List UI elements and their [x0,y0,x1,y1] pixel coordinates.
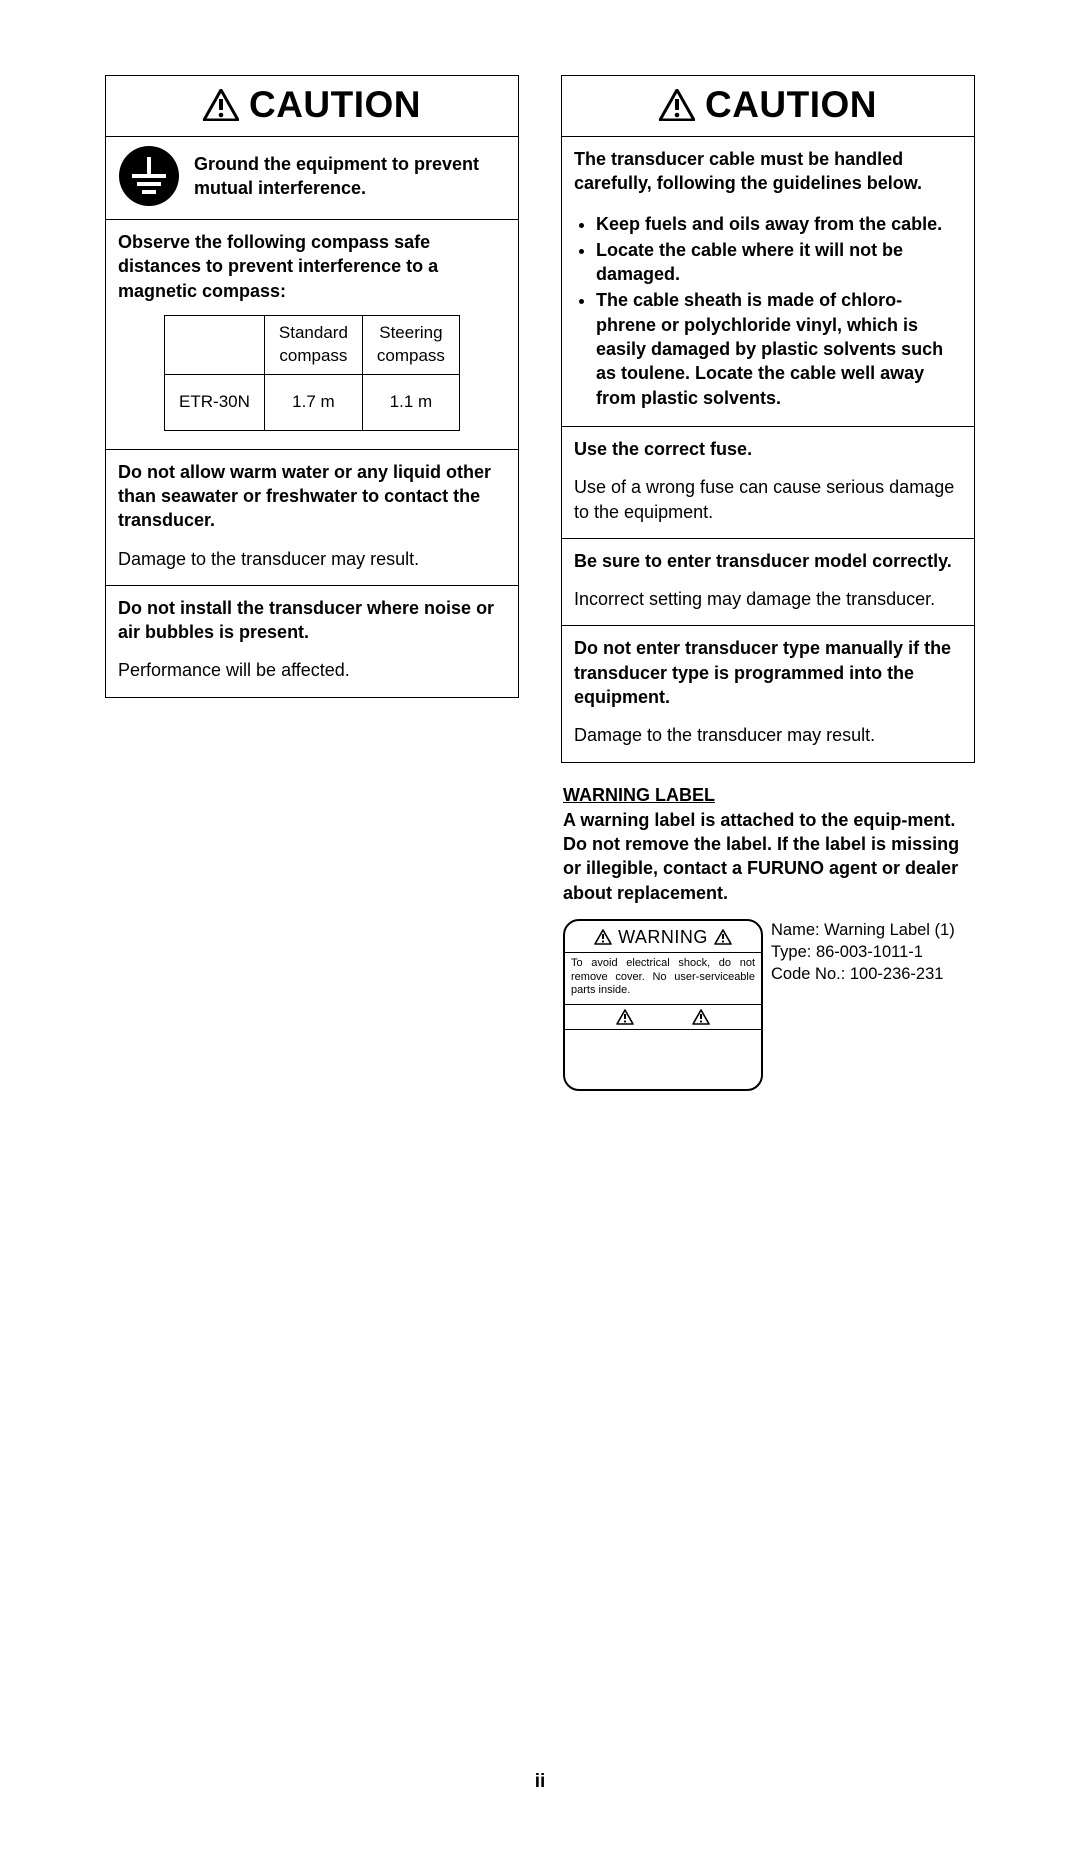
label-graphic: WARNING To avoid electrical shock, do no… [563,919,763,1091]
label-info: Name: Warning Label (1) Type: 86-003-101… [771,919,955,986]
table-cell-steering: 1.1 m [362,374,459,430]
warning-label-section: WARNING LABEL A warning label is attache… [561,785,975,1091]
page: CAUTION Ground the equipment to prevent … [0,0,1080,1853]
table-header-row: Standardcompass Steeringcompass [165,315,460,374]
type-text: Damage to the transducer may result. [574,723,962,747]
model-text: Incorrect setting may damage the transdu… [574,587,962,611]
compass-intro: Observe the following compass safe dista… [118,230,506,303]
compass-table: Standardcompass Steeringcompass ETR-30N … [164,315,460,431]
label-graphic-header: WARNING [565,921,761,952]
label-info-type: Type: 86-003-1011-1 [771,941,955,963]
ground-icon [118,145,180,207]
th-text: Standardcompass [279,322,348,368]
cable-bullets: Keep fuels and oils away from the cable.… [574,212,962,410]
warning-triangle-icon [616,1009,634,1025]
table-header-standard: Standardcompass [264,315,362,374]
right-column: CAUTION The transducer cable must be han… [561,75,975,1091]
cable-intro: The transducer cable must be handled car… [574,147,962,196]
table-header-empty [165,315,265,374]
label-graphic-blank [565,1030,761,1048]
left-column: CAUTION Ground the equipment to prevent … [105,75,519,718]
caution-header: CAUTION [106,76,518,136]
table-header-steering: Steeringcompass [362,315,459,374]
type-heading: Do not enter transducer type manually if… [574,636,962,709]
two-column-layout: CAUTION Ground the equipment to prevent … [105,75,975,1091]
model-heading: Be sure to enter transducer model correc… [574,549,962,573]
warm-water-section: Do not allow warm water or any liquid ot… [106,449,518,585]
table-cell-model: ETR-30N [165,374,265,430]
warning-triangle-icon [659,89,695,121]
bullet-2: Locate the cable where it will not be da… [596,238,962,287]
th-text: Steeringcompass [377,322,445,368]
cable-section: The transducer cable must be handled car… [562,136,974,426]
page-number: ii [105,1771,975,1793]
warning-triangle-icon [594,929,612,945]
warm-water-heading: Do not allow warm water or any liquid ot… [118,460,506,533]
label-graphic-title: WARNING [618,927,708,948]
caution-title: CAUTION [249,84,421,126]
caution-title: CAUTION [705,84,877,126]
label-graphic-text: To avoid electrical shock, do not remove… [565,952,761,1005]
table-cell-standard: 1.7 m [264,374,362,430]
warning-label-text: A warning label is attached to the equip… [563,808,973,905]
label-graphic-icons [565,1005,761,1030]
warning-triangle-icon [714,929,732,945]
fuse-text: Use of a wrong fuse can cause serious da… [574,475,962,524]
label-row: WARNING To avoid electrical shock, do no… [563,919,973,1091]
label-info-code: Code No.: 100-236-231 [771,963,955,985]
warning-triangle-icon [203,89,239,121]
fuse-heading: Use the correct fuse. [574,437,962,461]
type-section: Do not enter transducer type manually if… [562,625,974,761]
noise-section: Do not install the transducer where nois… [106,585,518,697]
model-section: Be sure to enter transducer model correc… [562,538,974,626]
ground-text: Ground the equipment to prevent mutual i… [194,152,506,201]
warm-water-text: Damage to the transducer may result. [118,547,506,571]
warning-label-heading: WARNING LABEL [563,785,973,806]
bullet-1: Keep fuels and oils away from the cable. [596,212,962,236]
table-row: ETR-30N 1.7 m 1.1 m [165,374,460,430]
caution-box-left: CAUTION Ground the equipment to prevent … [105,75,519,698]
compass-section: Observe the following compass safe dista… [106,219,518,449]
fuse-section: Use the correct fuse. Use of a wrong fus… [562,426,974,538]
caution-header: CAUTION [562,76,974,136]
noise-heading: Do not install the transducer where nois… [118,596,506,645]
ground-section: Ground the equipment to prevent mutual i… [106,136,518,219]
label-info-name: Name: Warning Label (1) [771,919,955,941]
noise-text: Performance will be affected. [118,658,506,682]
caution-box-right: CAUTION The transducer cable must be han… [561,75,975,763]
warning-triangle-icon [692,1009,710,1025]
bullet-3: The cable sheath is made of chloro-phren… [596,288,962,409]
